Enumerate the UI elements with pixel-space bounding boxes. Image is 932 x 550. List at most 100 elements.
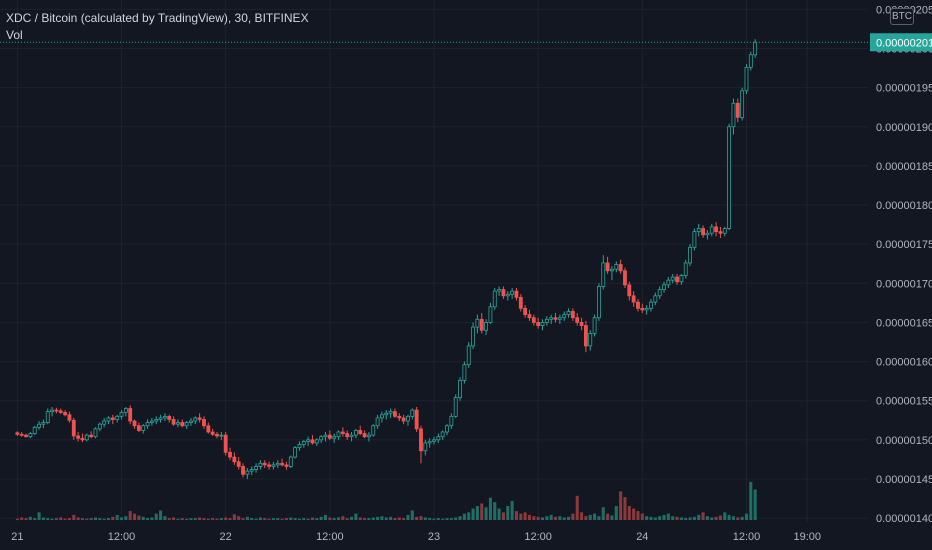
candle-body xyxy=(136,425,141,431)
volume-bar xyxy=(367,518,371,520)
candle-body xyxy=(675,276,679,283)
candle-body xyxy=(258,462,263,467)
candle-body xyxy=(623,270,627,286)
volume-bars xyxy=(15,481,757,520)
price-axis[interactable]: 0.000002050.000002000.000001950.00000190… xyxy=(870,4,932,525)
currency-badge[interactable]: BTC xyxy=(890,8,914,25)
price-tick-label: 0.00000145 xyxy=(876,474,932,486)
candle-body xyxy=(158,417,163,420)
volume-bar xyxy=(623,497,627,520)
candle-body xyxy=(149,420,154,424)
candle-body xyxy=(236,461,241,467)
candle-body xyxy=(336,431,341,438)
candle-body xyxy=(28,433,33,438)
candle-body xyxy=(349,434,354,438)
volume-bar xyxy=(692,516,696,520)
volume-bar xyxy=(98,518,102,520)
candle-body xyxy=(510,290,515,295)
candle-body xyxy=(171,419,176,425)
volume-bar xyxy=(289,517,293,520)
candle-body xyxy=(366,434,371,438)
volume-bar xyxy=(632,508,636,520)
candle-body xyxy=(24,434,28,438)
candle-body xyxy=(284,464,289,467)
volume-bar xyxy=(423,517,427,520)
candle-body xyxy=(570,311,575,319)
candle-body xyxy=(492,290,497,308)
time-tick-label: 23 xyxy=(428,531,440,543)
volume-bar xyxy=(67,518,71,520)
volume-bar xyxy=(445,518,449,520)
candle-body xyxy=(653,295,658,303)
candlesticks xyxy=(15,39,758,479)
volume-bar xyxy=(501,512,505,520)
volume-bar xyxy=(740,516,744,520)
candle-body xyxy=(679,275,684,283)
candle-body xyxy=(505,293,510,297)
volume-bar xyxy=(124,516,128,520)
candle-body xyxy=(210,431,215,435)
volume-bar xyxy=(54,518,58,520)
price-tick-label: 0.00000170 xyxy=(876,278,932,290)
volume-legend[interactable]: Vol xyxy=(6,28,23,42)
candle-body xyxy=(514,290,519,298)
volume-bar xyxy=(159,510,163,520)
volume-bar xyxy=(276,518,280,520)
candle-body xyxy=(215,433,219,437)
candle-body xyxy=(323,434,328,438)
candle-body xyxy=(254,466,258,470)
candle-body xyxy=(557,317,562,320)
candle-body xyxy=(154,419,159,422)
volume-bar xyxy=(241,518,245,520)
volume-bar xyxy=(15,518,19,520)
candle-body xyxy=(93,428,98,438)
volume-bar xyxy=(337,517,341,520)
candle-body xyxy=(45,411,50,424)
candle-body xyxy=(97,423,102,430)
symbol-title[interactable]: XDC / Bitcoin (calculated by TradingView… xyxy=(6,11,309,25)
volume-bar xyxy=(636,511,640,520)
volume-bar xyxy=(332,518,336,520)
candle-body xyxy=(314,439,319,444)
volume-bar xyxy=(380,516,384,520)
candle-body xyxy=(193,417,198,422)
price-tick-label: 0.00000185 xyxy=(876,161,932,173)
volume-bar xyxy=(63,518,67,520)
price-tick-label: 0.00000175 xyxy=(876,239,932,251)
volume-bar xyxy=(345,518,349,520)
last-price-badge xyxy=(870,33,932,52)
volume-bar xyxy=(467,512,471,520)
volume-bar xyxy=(549,514,553,520)
time-axis[interactable]: 21 12:00 22 12:00 23 12:00 24 12:00 19:00 xyxy=(11,531,821,543)
volume-bar xyxy=(731,516,735,520)
volume-bar xyxy=(619,491,623,520)
volume-bar xyxy=(558,516,562,520)
candle-body xyxy=(176,422,180,425)
volume-bar xyxy=(89,518,93,520)
volume-bar xyxy=(224,517,228,520)
volume-bar xyxy=(449,518,453,520)
volume-bar xyxy=(254,518,258,520)
candle-body xyxy=(345,433,350,438)
candle-body xyxy=(293,447,298,458)
candle-body xyxy=(544,318,549,323)
volume-bar xyxy=(358,517,362,520)
candle-body xyxy=(475,318,480,328)
candle-body xyxy=(123,408,128,413)
candle-body xyxy=(414,409,419,430)
candle-body xyxy=(119,412,124,417)
candle-body xyxy=(453,397,458,417)
volume-bar xyxy=(302,518,306,520)
candle-body xyxy=(141,425,146,431)
volume-bar xyxy=(723,512,727,520)
candle-body xyxy=(275,462,280,466)
candle-body xyxy=(393,411,397,417)
candle-body xyxy=(89,434,94,438)
candle-body xyxy=(670,276,675,281)
volume-bar xyxy=(172,517,176,520)
volume-bar xyxy=(280,518,284,520)
volume-bar xyxy=(614,506,618,520)
volume-bar xyxy=(363,518,367,520)
volume-bar xyxy=(128,511,132,520)
